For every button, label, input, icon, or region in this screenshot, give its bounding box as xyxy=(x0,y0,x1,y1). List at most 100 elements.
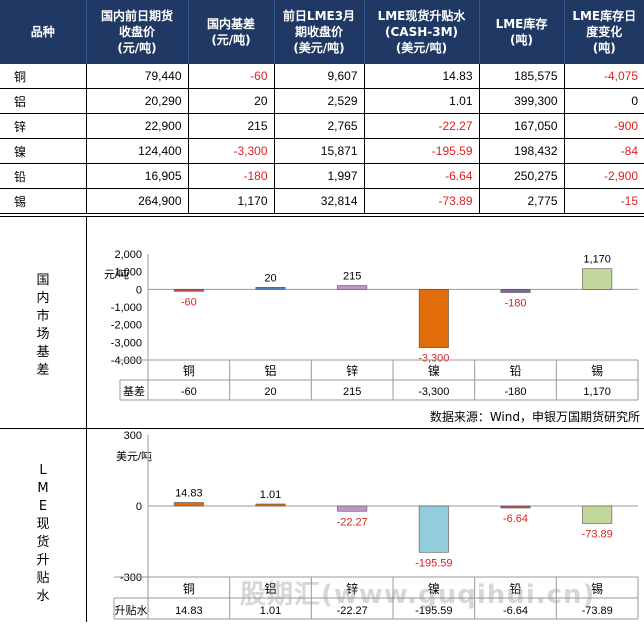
section-label-char: M xyxy=(37,481,49,496)
category-tick-label: 镍 xyxy=(428,582,440,596)
section-label-char: 水 xyxy=(36,589,50,604)
cell-spread: 14.83 xyxy=(364,64,480,89)
bar-2 xyxy=(337,505,368,512)
y-tick-label: 300 xyxy=(124,430,142,442)
section-label-char: 内 xyxy=(36,291,50,306)
bar-2 xyxy=(337,285,368,290)
cell-basis: -180 xyxy=(188,163,275,189)
watermark: 股期汇(www.guqihui.cn) xyxy=(240,580,596,610)
data-label: -6.64 xyxy=(503,513,528,525)
cell-change: -900 xyxy=(564,113,644,139)
category-tick-label: 铅 xyxy=(509,364,521,378)
table-value: -195.59 xyxy=(415,605,452,617)
cell-stock: 250,275 xyxy=(479,163,565,189)
y-tick-label: 0 xyxy=(136,501,142,513)
spread-chart: 300 0 -300 美元/吨 14.83 1.01 -22.27 -195.59 -6.64 -… xyxy=(86,428,644,622)
table-value: -73.89 xyxy=(582,605,613,617)
y-tick-label: -2,000 xyxy=(111,320,142,332)
cell-price: 22,900 xyxy=(86,113,189,139)
cell-spread: -6.64 xyxy=(364,163,480,189)
section-label-char: 现 xyxy=(36,517,50,532)
category-tick-label: 铝 xyxy=(264,581,276,596)
header-lme-3m-price: 前日LME3月 期收盘价 (美元/吨) xyxy=(274,0,365,64)
header-lme-spread: LME现货升贴水 (CASH-3M) (美元/吨) xyxy=(364,0,480,64)
cell-stock: 198,432 xyxy=(479,138,565,164)
cell-spread: -195.59 xyxy=(364,138,480,164)
data-label: -3,300 xyxy=(418,353,449,365)
header-lme-stock-change: LME库存日 度变化 (吨) xyxy=(564,0,644,64)
data-label: -60 xyxy=(181,296,197,308)
y-tick-label: -300 xyxy=(120,572,142,584)
y-tick-label: -4,000 xyxy=(111,355,142,367)
section-label-char: 国 xyxy=(36,273,50,288)
cell-lme: 2,765 xyxy=(274,113,365,139)
bar-1 xyxy=(255,287,286,290)
table-value: -180 xyxy=(504,386,526,398)
bar-5 xyxy=(582,268,613,290)
cell-price: 20,290 xyxy=(86,88,189,114)
y-tick-label: 0 xyxy=(136,284,142,296)
y-axis-label: 美元/吨 xyxy=(116,450,152,463)
bar-5 xyxy=(582,505,613,524)
table-value: 1.01 xyxy=(260,605,281,617)
cell-stock: 399,300 xyxy=(479,88,565,114)
table-value: 14.83 xyxy=(175,605,203,617)
source-note: 数据来源：Wind，申银万国期货研究所 xyxy=(429,410,640,424)
section-label-char: 贴 xyxy=(36,571,50,586)
cell-change: -2,900 xyxy=(564,163,644,189)
bar-3 xyxy=(418,505,449,553)
section-label-char: 基 xyxy=(36,345,50,360)
cell-name: 锌 xyxy=(0,113,87,139)
table-row: 镍 124,400 -3,300 15,871 -195.59 198,432 -84 xyxy=(0,138,644,164)
header-variety: 品种 xyxy=(0,0,87,64)
cell-basis: 20 xyxy=(188,88,275,114)
bar-0 xyxy=(173,289,204,292)
cell-lme: 32,814 xyxy=(274,188,365,214)
header-domestic-basis: 国内基差 (元/吨) xyxy=(188,0,275,64)
cell-basis: -3,300 xyxy=(188,138,275,164)
data-label: -180 xyxy=(504,298,526,310)
bar-3 xyxy=(418,289,449,348)
table-value: -6.64 xyxy=(503,605,528,617)
table-value: -60 xyxy=(181,386,197,398)
cell-change: 0 xyxy=(564,88,644,114)
bar-4 xyxy=(500,505,531,509)
category-tick-label: 锡 xyxy=(591,363,603,378)
header-lme-stock: LME库存 (吨) xyxy=(479,0,565,64)
category-tick-label: 铅 xyxy=(509,582,521,596)
cell-change: -84 xyxy=(564,138,644,164)
cell-change: -4,075 xyxy=(564,64,644,89)
table-row: 铅 16,905 -180 1,997 -6.64 250,275 -2,900 xyxy=(0,163,644,189)
cell-name: 铜 xyxy=(0,64,87,89)
section-label-char: 货 xyxy=(36,535,50,550)
cell-lme: 2,529 xyxy=(274,88,365,114)
cell-spread: -73.89 xyxy=(364,188,480,214)
cell-spread: -22.27 xyxy=(364,113,480,139)
category-tick-label: 锌 xyxy=(346,582,358,596)
section-label-char: L xyxy=(39,463,47,478)
table-row: 铝 20,290 20 2,529 1.01 399,300 0 xyxy=(0,88,644,114)
table-value: -3,300 xyxy=(418,386,449,398)
cell-change: -15 xyxy=(564,188,644,214)
y-axis-label: 元/吨 xyxy=(104,268,129,281)
table-row-label: 基差 xyxy=(123,384,145,398)
table-value: 215 xyxy=(343,386,361,398)
cell-lme: 9,607 xyxy=(274,64,365,89)
data-label: 1,170 xyxy=(583,254,611,266)
cell-stock: 185,575 xyxy=(479,64,565,89)
data-label: 20 xyxy=(264,272,276,284)
cell-price: 79,440 xyxy=(86,64,189,89)
category-tick-label: 铜 xyxy=(183,581,195,596)
cell-stock: 2,775 xyxy=(479,188,565,214)
cell-stock: 167,050 xyxy=(479,113,565,139)
category-tick-label: 镍 xyxy=(428,364,440,378)
cell-basis: 215 xyxy=(188,113,275,139)
category-tick-label: 锌 xyxy=(346,364,358,378)
section-label-char: 升 xyxy=(36,553,50,568)
section-label-char: 场 xyxy=(36,327,50,342)
cell-name: 铅 xyxy=(0,163,87,189)
y-tick-label: -1,000 xyxy=(111,302,142,314)
data-label: -73.89 xyxy=(582,528,613,540)
futures-data-table: 品种 国内前日期货 收盘价 (元/吨) 国内基差 (元/吨) 前日LME3月 期… xyxy=(0,0,644,214)
